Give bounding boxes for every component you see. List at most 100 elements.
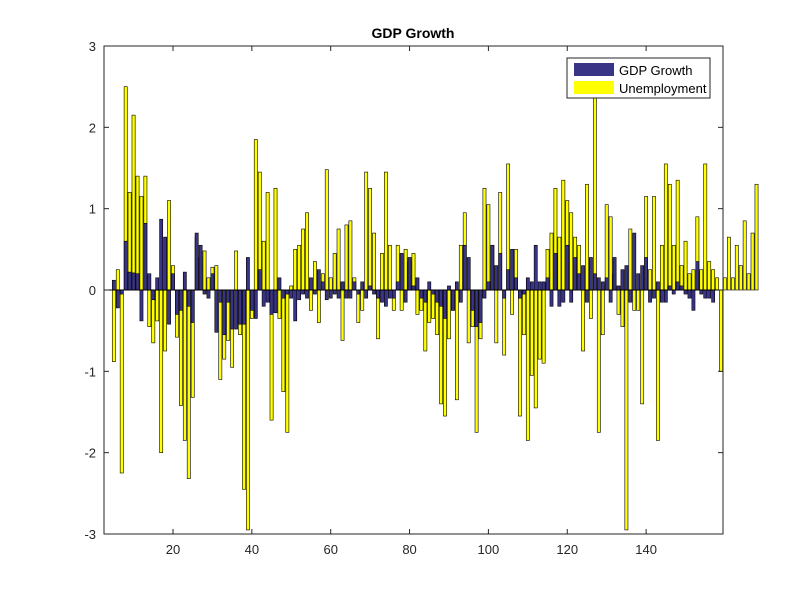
bar-gdp-growth xyxy=(462,244,467,291)
bar-unemployment xyxy=(305,212,309,291)
bar-gdp-growth xyxy=(249,289,254,311)
bar-unemployment xyxy=(439,289,443,405)
bar-gdp-growth xyxy=(407,257,412,291)
bar-unemployment xyxy=(533,289,538,409)
bar-gdp-growth xyxy=(313,289,317,295)
bar-unemployment xyxy=(600,289,605,336)
bar-gdp-growth xyxy=(600,281,605,291)
bar-unemployment xyxy=(234,250,238,291)
bar-gdp-growth xyxy=(565,244,570,291)
bar-unemployment xyxy=(297,244,302,291)
bar-gdp-growth xyxy=(585,289,589,303)
bar-gdp-growth xyxy=(139,289,144,322)
bar-unemployment xyxy=(640,289,645,405)
bar-gdp-growth xyxy=(285,289,290,295)
bar-gdp-growth xyxy=(522,289,526,295)
bar-gdp-growth xyxy=(340,281,345,291)
bar-gdp-growth xyxy=(348,289,353,299)
bar-unemployment xyxy=(561,179,566,291)
bar-unemployment xyxy=(738,265,743,291)
bar-gdp-growth xyxy=(427,281,432,291)
bar-unemployment xyxy=(727,236,731,291)
bar-gdp-growth xyxy=(226,289,231,303)
bar-unemployment xyxy=(281,289,286,392)
bar-unemployment xyxy=(289,285,294,291)
bar-gdp-growth xyxy=(447,285,451,291)
bar-gdp-growth xyxy=(675,281,680,291)
bar-gdp-growth xyxy=(573,257,578,291)
bar-gdp-growth xyxy=(344,289,349,299)
y-tick-label: 3 xyxy=(89,39,96,54)
bar-unemployment xyxy=(522,289,526,336)
bar-gdp-growth xyxy=(423,289,428,303)
bar-unemployment xyxy=(427,289,432,323)
bar-unemployment xyxy=(683,240,688,291)
bar-gdp-growth xyxy=(328,289,333,299)
bar-unemployment xyxy=(652,196,656,291)
bar-unemployment xyxy=(313,261,317,291)
bar-unemployment xyxy=(447,289,451,340)
bar-gdp-growth xyxy=(660,289,664,303)
bar-gdp-growth xyxy=(458,289,463,303)
bar-unemployment xyxy=(186,289,191,479)
bar-gdp-growth xyxy=(529,281,534,291)
bar-unemployment xyxy=(246,289,250,531)
bar-unemployment xyxy=(218,289,223,380)
bar-unemployment xyxy=(510,289,514,315)
bar-gdp-growth xyxy=(624,265,629,291)
bar-gdp-growth xyxy=(289,289,294,299)
bar-unemployment xyxy=(541,289,546,364)
bar-unemployment xyxy=(277,289,282,319)
bar-gdp-growth xyxy=(155,277,160,291)
bar-unemployment xyxy=(742,220,747,291)
bar-unemployment xyxy=(332,253,337,291)
bar-unemployment xyxy=(202,250,207,291)
bar-gdp-growth xyxy=(494,265,499,291)
legend-swatch-gdp xyxy=(574,63,614,76)
legend-label-gdp: GDP Growth xyxy=(619,63,692,78)
bar-unemployment xyxy=(620,289,625,327)
bar-gdp-growth xyxy=(368,285,372,291)
bar-unemployment xyxy=(557,236,562,291)
bar-gdp-growth xyxy=(695,261,700,291)
bar-gdp-growth xyxy=(478,289,483,323)
bar-gdp-growth xyxy=(636,273,641,291)
bar-gdp-growth xyxy=(123,240,128,291)
bar-gdp-growth xyxy=(210,273,215,291)
bar-unemployment xyxy=(293,249,298,291)
bar-gdp-growth xyxy=(411,285,416,291)
bar-unemployment xyxy=(525,289,530,441)
bar-gdp-growth xyxy=(561,289,566,303)
bar-gdp-growth xyxy=(537,281,542,291)
bar-unemployment xyxy=(750,232,755,291)
bar-gdp-growth xyxy=(179,289,183,311)
bar-unemployment xyxy=(494,289,499,344)
bar-gdp-growth xyxy=(147,273,152,291)
bar-gdp-growth xyxy=(703,289,708,299)
bar-gdp-growth xyxy=(135,273,140,291)
bar-gdp-growth xyxy=(395,281,400,291)
bar-gdp-growth xyxy=(667,285,672,291)
bar-gdp-growth xyxy=(648,289,652,303)
bar-unemployment xyxy=(632,289,637,311)
bar-gdp-growth xyxy=(380,289,384,303)
bar-unemployment xyxy=(549,232,554,291)
bar-gdp-growth xyxy=(273,289,278,314)
bar-gdp-growth xyxy=(175,289,179,315)
bar-unemployment xyxy=(636,289,641,311)
bar-unemployment xyxy=(167,200,171,291)
bar-gdp-growth xyxy=(589,257,593,291)
bar-unemployment xyxy=(604,204,609,291)
bar-unemployment xyxy=(518,289,522,417)
bar-gdp-growth xyxy=(364,289,369,299)
bar-gdp-growth xyxy=(391,289,396,299)
bar-unemployment xyxy=(131,114,136,291)
bar-unemployment xyxy=(691,269,696,291)
bar-gdp-growth xyxy=(242,289,246,325)
bar-unemployment xyxy=(537,289,542,360)
bar-unemployment xyxy=(285,289,290,433)
bar-gdp-growth xyxy=(466,257,471,291)
bar-unemployment xyxy=(344,224,349,291)
bar-unemployment xyxy=(214,265,219,291)
